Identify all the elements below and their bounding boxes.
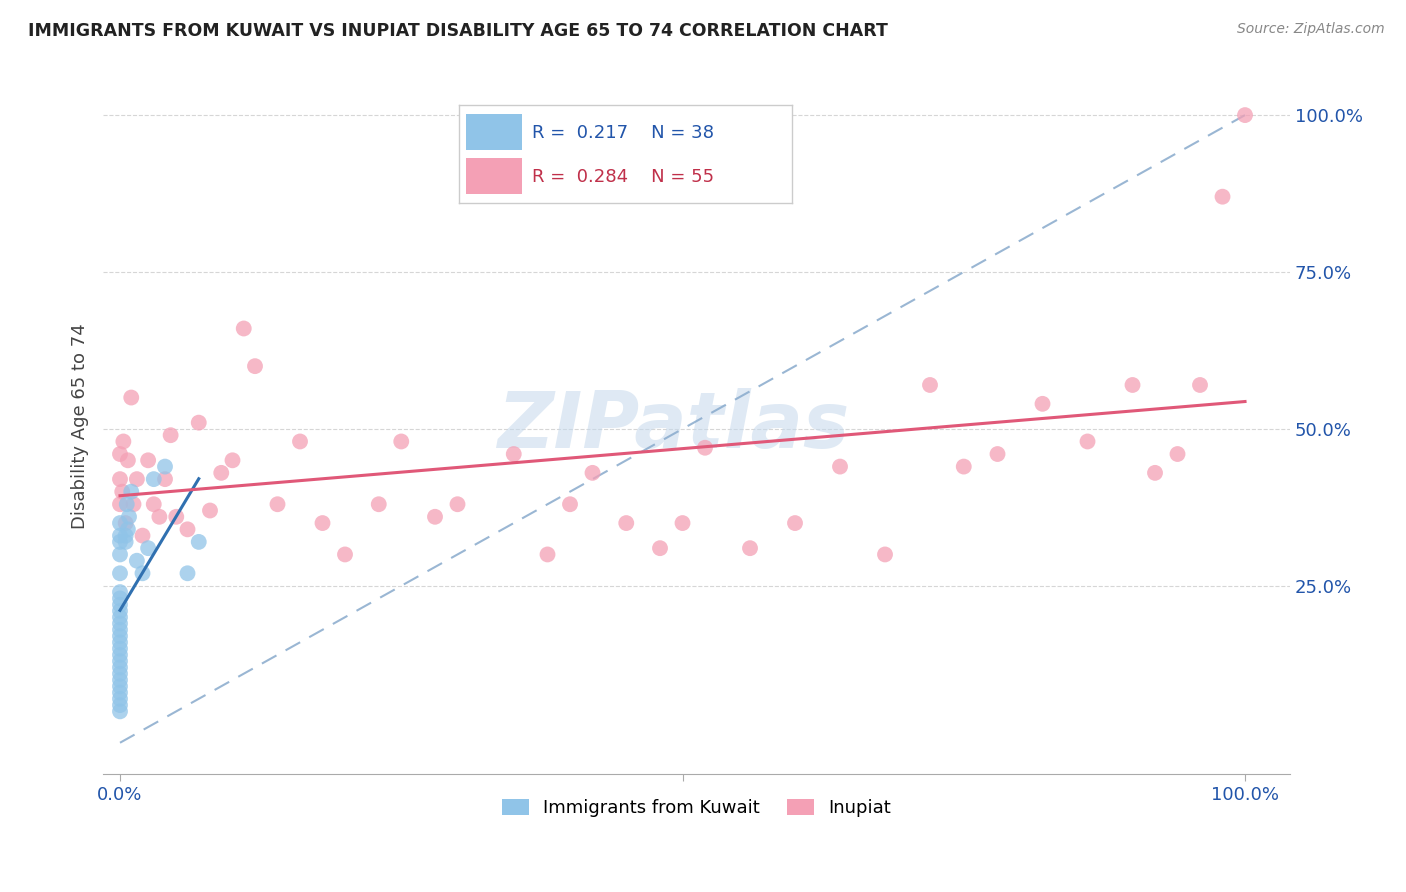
Point <box>367 497 389 511</box>
Point <box>333 548 356 562</box>
Point <box>828 459 851 474</box>
Point <box>108 616 131 631</box>
Point <box>187 416 209 430</box>
Point <box>142 497 165 511</box>
Point <box>232 321 254 335</box>
Point <box>389 434 412 449</box>
Point <box>502 447 524 461</box>
Point <box>108 635 131 649</box>
Point <box>117 453 139 467</box>
Point <box>148 509 170 524</box>
Point <box>108 629 131 643</box>
Point <box>581 466 603 480</box>
Point <box>243 359 266 373</box>
Point <box>108 660 131 674</box>
Point <box>108 698 131 712</box>
Point <box>114 535 136 549</box>
Point <box>111 484 134 499</box>
Point <box>108 535 131 549</box>
Point <box>122 497 145 511</box>
Point <box>209 466 232 480</box>
Text: IMMIGRANTS FROM KUWAIT VS INUPIAT DISABILITY AGE 65 TO 74 CORRELATION CHART: IMMIGRANTS FROM KUWAIT VS INUPIAT DISABI… <box>28 22 889 40</box>
Point <box>108 666 131 681</box>
Point <box>108 704 131 718</box>
Point <box>1234 108 1257 122</box>
Point <box>153 472 176 486</box>
Point <box>288 434 311 449</box>
Point <box>108 685 131 699</box>
Point <box>120 391 142 405</box>
Text: Source: ZipAtlas.com: Source: ZipAtlas.com <box>1237 22 1385 37</box>
Point <box>108 610 131 624</box>
Point <box>108 516 131 530</box>
Point <box>159 428 181 442</box>
Point <box>136 541 159 556</box>
Point <box>108 648 131 662</box>
Point <box>176 566 198 581</box>
Point <box>536 548 558 562</box>
Text: ZIPatlas: ZIPatlas <box>496 388 849 464</box>
Point <box>108 497 131 511</box>
Point <box>125 554 148 568</box>
Point <box>187 535 209 549</box>
Y-axis label: Disability Age 65 to 74: Disability Age 65 to 74 <box>72 323 89 529</box>
Point <box>108 673 131 687</box>
Point <box>115 497 138 511</box>
Point <box>671 516 693 530</box>
Point <box>693 441 716 455</box>
Point <box>311 516 333 530</box>
Point <box>108 548 131 562</box>
Point <box>558 497 581 511</box>
Point <box>176 522 198 536</box>
Point <box>108 447 131 461</box>
Point <box>108 472 131 486</box>
Point <box>952 459 974 474</box>
Point <box>986 447 1008 461</box>
Point <box>1076 434 1098 449</box>
Point <box>114 528 136 542</box>
Point <box>114 516 136 530</box>
Point <box>266 497 288 511</box>
Point <box>108 654 131 668</box>
Point <box>1143 466 1166 480</box>
Point <box>118 509 141 524</box>
Point <box>108 528 131 542</box>
Point <box>108 691 131 706</box>
Point <box>783 516 806 530</box>
Point <box>153 459 176 474</box>
Point <box>120 484 142 499</box>
Point <box>108 585 131 599</box>
Point <box>1166 447 1188 461</box>
Point <box>648 541 671 556</box>
Point <box>117 522 139 536</box>
Point <box>446 497 468 511</box>
Point <box>131 566 153 581</box>
Point <box>1121 378 1143 392</box>
Point <box>108 641 131 656</box>
Point <box>125 472 148 486</box>
Point <box>108 591 131 606</box>
Point <box>112 434 135 449</box>
Point <box>1031 397 1053 411</box>
Point <box>131 528 153 542</box>
Point <box>1212 190 1234 204</box>
Point <box>918 378 941 392</box>
Legend: Immigrants from Kuwait, Inupiat: Immigrants from Kuwait, Inupiat <box>495 791 898 824</box>
Point <box>221 453 243 467</box>
Point <box>108 604 131 618</box>
Point <box>1188 378 1211 392</box>
Point <box>423 509 446 524</box>
Point <box>738 541 761 556</box>
Point <box>142 472 165 486</box>
Point <box>873 548 896 562</box>
Point <box>108 598 131 612</box>
Point <box>136 453 159 467</box>
Point <box>165 509 187 524</box>
Point <box>108 679 131 693</box>
Point <box>614 516 637 530</box>
Point <box>198 503 221 517</box>
Point <box>108 566 131 581</box>
Point <box>108 623 131 637</box>
